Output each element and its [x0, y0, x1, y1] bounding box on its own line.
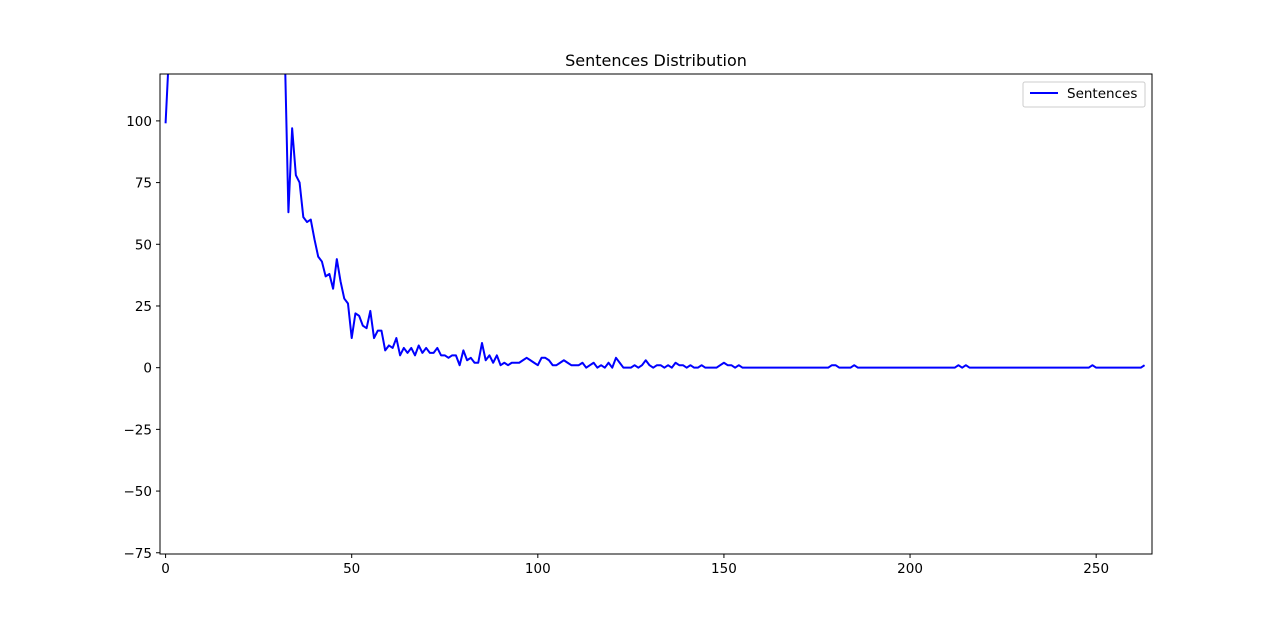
y-tick-label: 75	[135, 176, 152, 192]
y-axis: −75 −50 −25 0 25 50 75 100	[124, 114, 160, 562]
x-tick-label: 0	[161, 561, 170, 577]
y-tick-label: −75	[124, 546, 153, 562]
y-tick-label: 50	[135, 237, 152, 253]
series-line-sentences	[164, 74, 1146, 369]
y-tick-label: 25	[135, 299, 152, 315]
series-layer	[164, 74, 1146, 369]
x-tick-label: 100	[525, 561, 551, 577]
y-tick-label: 100	[126, 114, 152, 130]
legend-label: Sentences	[1067, 86, 1137, 102]
x-tick-label: 50	[343, 561, 360, 577]
x-tick-label: 150	[711, 561, 737, 577]
y-tick-label: −50	[124, 484, 153, 500]
x-axis: 0 50 100 150 200 250	[161, 554, 1109, 577]
x-tick-label: 250	[1083, 561, 1109, 577]
plot-area-frame	[159, 73, 1153, 555]
y-tick-label: −25	[124, 422, 153, 438]
legend: Sentences	[1022, 81, 1146, 108]
x-tick-label: 200	[897, 561, 923, 577]
y-tick-label: 0	[143, 361, 152, 377]
legend-box	[1022, 81, 1146, 108]
chart-title: Sentences Distribution	[565, 51, 747, 70]
